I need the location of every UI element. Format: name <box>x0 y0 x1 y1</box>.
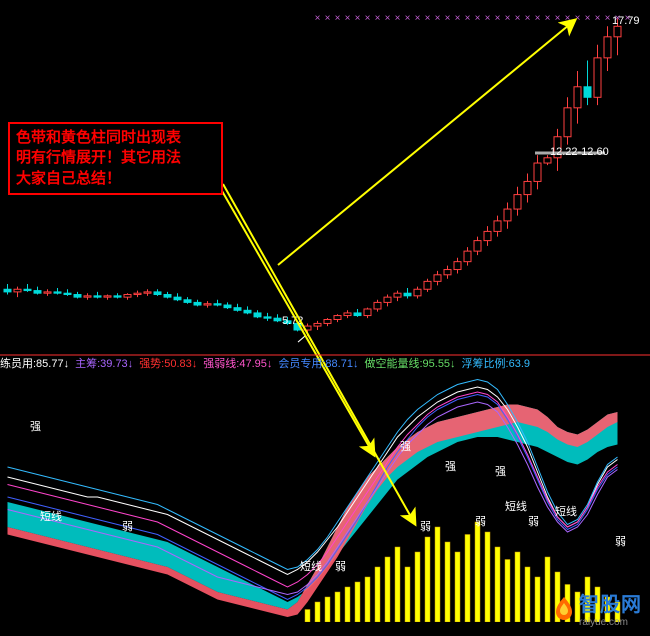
svg-text:弱: 弱 <box>122 520 133 533</box>
annotation-line: 色带和黄色柱同时出现表 <box>16 128 215 148</box>
svg-text:强: 强 <box>30 421 41 433</box>
svg-text:弱: 弱 <box>615 535 626 548</box>
indicator-value: 浮筹比例:63.9 <box>462 355 530 371</box>
svg-text:强: 强 <box>400 441 411 453</box>
svg-text:短线: 短线 <box>555 504 577 518</box>
annotation-line: 大家自己总结！ <box>16 169 215 189</box>
logo-sub: raiyue.com <box>579 617 642 628</box>
overlay-arrows: 强弱短线短线弱强弱强弱强短线弱短线弱 <box>0 0 650 636</box>
indicator-value: 强弱线:47.95↓ <box>203 355 272 371</box>
svg-text:弱: 弱 <box>528 515 539 528</box>
svg-text:弱: 弱 <box>475 515 486 528</box>
annotation-line: 明有行情展开！其它用法 <box>16 148 215 168</box>
svg-text:短线: 短线 <box>300 559 322 573</box>
annotation-box: 色带和黄色柱同时出现表 明有行情展开！其它用法 大家自己总结！ <box>8 122 223 195</box>
svg-text:短线: 短线 <box>40 509 62 523</box>
indicator-value: 做空能量线:95.55↓ <box>364 355 455 371</box>
indicator-value: 练员用:85.77↓ <box>0 355 69 371</box>
svg-text:弱: 弱 <box>420 520 431 533</box>
svg-text:强: 强 <box>445 461 456 473</box>
svg-text:强: 强 <box>495 466 506 478</box>
svg-text:弱: 弱 <box>335 560 346 573</box>
logo-text: 智股网 <box>579 588 642 617</box>
site-logo: 智股网 raiyue.com <box>553 588 642 628</box>
svg-text:短线: 短线 <box>505 499 527 513</box>
indicator-value: 主筹:39.73↓ <box>75 355 133 371</box>
indicator-value: 会员专用:88.71↓ <box>278 355 358 371</box>
indicator-header: 练员用:85.77↓ 主筹:39.73↓ 强势:50.83↓ 强弱线:47.95↓ 会员… <box>0 355 650 371</box>
indicator-value: 强势:50.83↓ <box>139 355 197 371</box>
